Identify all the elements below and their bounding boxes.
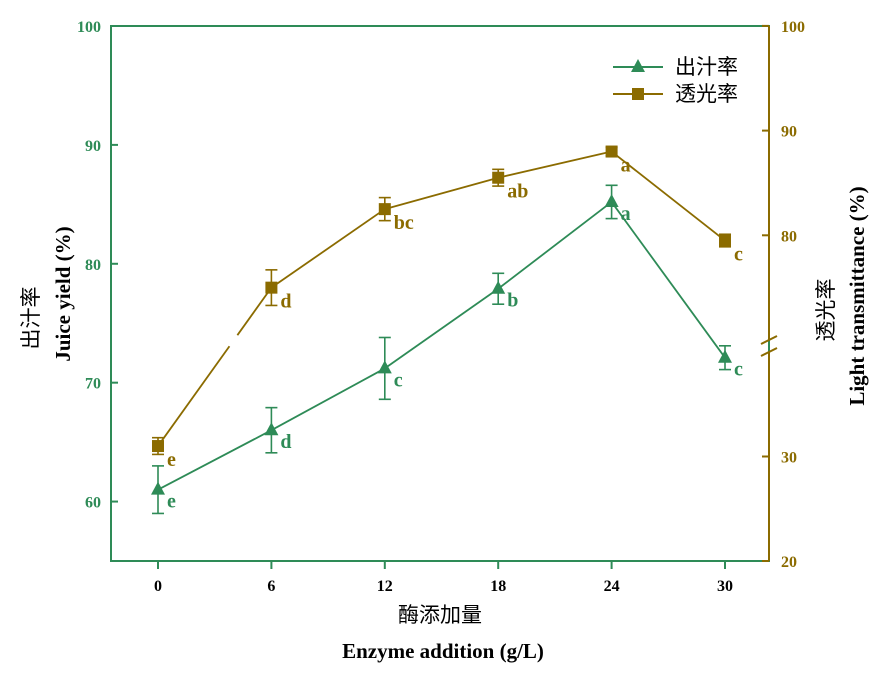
data-point-triangle xyxy=(151,481,165,495)
significance-label: c xyxy=(734,359,743,381)
data-point-triangle xyxy=(718,349,732,363)
left-tick-label: 80 xyxy=(85,257,101,274)
series-line-segment xyxy=(157,429,272,491)
right-axis-title-en: Light transmittance (%) xyxy=(845,186,869,405)
series-juice-yield: e d c b a c xyxy=(151,184,743,515)
x-axis-title-cn: 酶添加量 xyxy=(398,603,482,627)
significance-label: ab xyxy=(507,181,528,203)
left-tick-label: 100 xyxy=(77,19,101,36)
data-point-square xyxy=(378,203,391,216)
legend-label-juice: 出汁率 xyxy=(675,55,738,79)
left-tick-label: 70 xyxy=(85,376,101,393)
legend-label-light: 透光率 xyxy=(675,82,738,106)
right-axis-title-cn: 透光率 xyxy=(814,279,838,342)
legend-marker-juice xyxy=(631,59,645,72)
left-axis-title-en: Juice yield (%) xyxy=(51,226,75,361)
x-tick-label: 12 xyxy=(377,578,393,595)
significance-label: a xyxy=(621,155,631,177)
data-point-square xyxy=(152,440,164,453)
significance-label: bc xyxy=(394,212,414,234)
x-axis-ticks: 0 6 12 18 24 30 xyxy=(154,561,733,595)
significance-label: d xyxy=(280,291,291,313)
significance-label: b xyxy=(507,290,518,312)
x-tick-label: 24 xyxy=(604,578,620,595)
x-tick-label: 30 xyxy=(717,578,733,595)
right-tick-label: 30 xyxy=(781,450,797,467)
series-line-segment xyxy=(157,345,231,447)
significance-label: d xyxy=(280,431,291,453)
series-line-segment xyxy=(270,208,386,289)
left-axis-title-cn: 出汁率 xyxy=(19,287,43,350)
x-tick-label: 18 xyxy=(490,578,506,595)
left-axis-ticks: 60 70 80 90 100 xyxy=(77,19,118,512)
series-line-segment xyxy=(270,367,386,432)
series-layer: e d c b a c e d bc ab a c xyxy=(151,145,743,515)
data-point-square xyxy=(605,145,618,158)
right-tick-label: 20 xyxy=(781,554,797,571)
data-point-square xyxy=(719,234,731,247)
plot-frame xyxy=(110,25,770,562)
x-tick-label: 0 xyxy=(154,578,162,595)
left-tick-label: 60 xyxy=(85,495,101,512)
series-line-segment xyxy=(236,287,273,336)
significance-label: e xyxy=(167,491,176,513)
right-tick-label: 80 xyxy=(781,228,797,245)
series-line-segment xyxy=(610,201,726,359)
axis-break-mark-1 xyxy=(760,335,778,345)
series-line-segment xyxy=(611,150,726,242)
legend-marker-light xyxy=(632,88,644,100)
significance-label: e xyxy=(167,449,176,471)
series-line-segment xyxy=(384,288,499,370)
series-line-segment xyxy=(497,201,613,290)
series-line-segment xyxy=(384,176,499,210)
data-point-triangle xyxy=(377,360,392,374)
data-point-triangle xyxy=(264,422,279,436)
right-tick-label: 100 xyxy=(781,19,805,36)
significance-label: c xyxy=(734,244,743,266)
data-point-square xyxy=(492,171,505,184)
x-tick-label: 6 xyxy=(267,578,275,595)
data-point-triangle xyxy=(604,193,619,207)
series-line-segment xyxy=(497,150,612,179)
right-tick-label: 90 xyxy=(781,124,797,141)
right-axis-ticks: 20 30 80 90 100 xyxy=(762,19,805,571)
left-tick-label: 90 xyxy=(85,138,101,155)
data-point-square xyxy=(265,281,278,294)
x-axis-title-en: Enzyme addition (g/L) xyxy=(342,639,544,663)
data-point-triangle xyxy=(491,280,506,294)
significance-label: c xyxy=(394,369,403,391)
axis-break-mark-2 xyxy=(760,347,778,357)
significance-label: a xyxy=(621,203,631,225)
legend: 出汁率 透光率 xyxy=(613,55,738,106)
